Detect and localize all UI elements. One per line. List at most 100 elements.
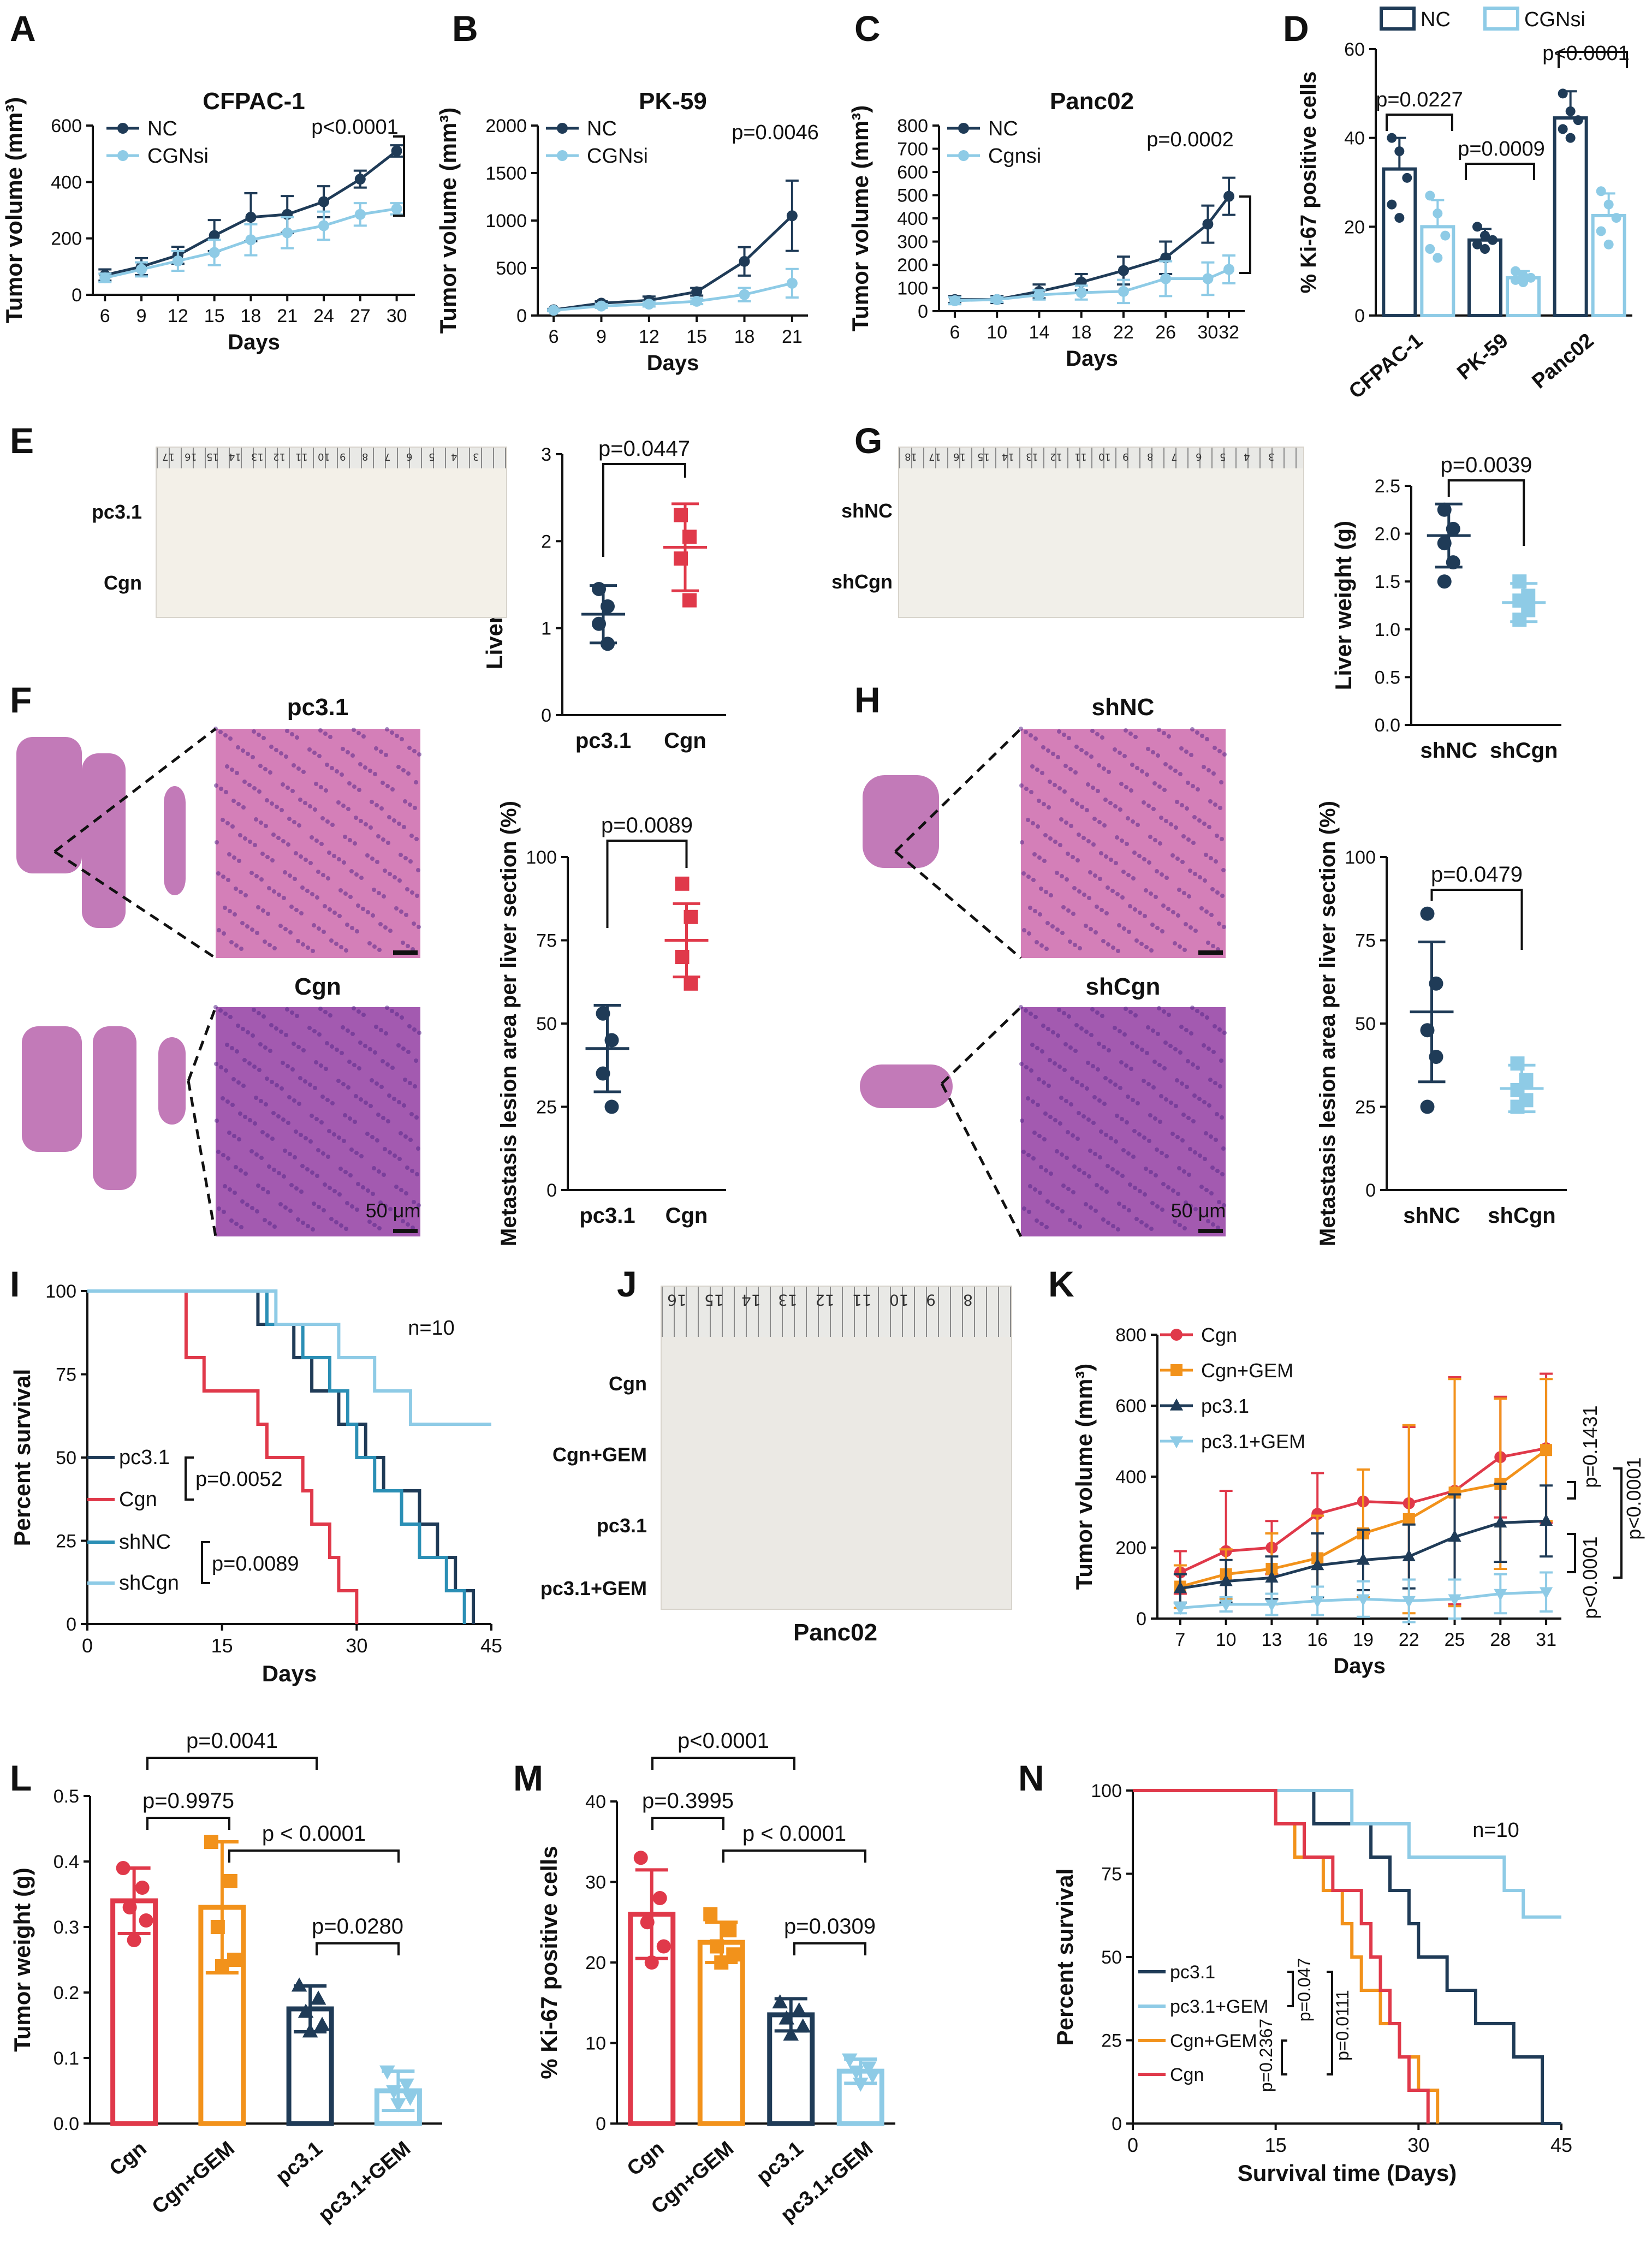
legend-label: Cgn+GEM	[1170, 2031, 1257, 2051]
nucleus	[1192, 815, 1197, 819]
nucleus	[237, 859, 241, 863]
nucleus	[248, 840, 252, 844]
nucleus	[361, 734, 366, 739]
p-value: p=0.2367	[1256, 2019, 1276, 2092]
x-tick-label: 6	[100, 306, 110, 326]
nucleus	[328, 735, 332, 739]
data-point	[354, 209, 366, 220]
nucleus	[1126, 1095, 1130, 1099]
panel-letter-L: L	[10, 1758, 32, 1798]
nucleus	[1099, 851, 1103, 855]
nucleus	[338, 1167, 343, 1171]
nucleus	[315, 895, 319, 900]
y-tick-label: 0	[1365, 1180, 1376, 1201]
ruler-number: 6	[406, 451, 413, 462]
data-point	[1311, 1508, 1324, 1520]
nucleus	[1178, 772, 1182, 776]
nucleus	[250, 1206, 254, 1210]
nucleus	[300, 885, 305, 890]
nucleus	[1091, 786, 1095, 790]
nucleus	[1093, 1152, 1097, 1156]
x-tick-label: 0	[82, 1634, 93, 1657]
data-point	[1429, 976, 1443, 991]
data-point	[1596, 186, 1606, 197]
nucleus	[377, 1169, 381, 1174]
nucleus	[249, 1149, 254, 1153]
y-tick-label: 0	[1112, 2114, 1122, 2134]
nucleus	[376, 1113, 381, 1117]
nucleus	[1213, 746, 1217, 750]
nucleus	[1148, 1113, 1152, 1117]
data-point	[1160, 273, 1172, 284]
panel-letter-B: B	[452, 8, 478, 49]
data-point	[172, 255, 183, 266]
nucleus	[327, 851, 331, 855]
nucleus	[1128, 1182, 1132, 1187]
nucleus	[1033, 909, 1037, 913]
y-axis-label: Tumor volume (mm³)	[1, 97, 27, 324]
data-point	[656, 1939, 671, 1954]
nucleus	[271, 1111, 276, 1115]
nucleus	[1058, 1121, 1062, 1126]
nucleus	[1029, 1012, 1033, 1016]
y-tick-label: 0	[596, 2114, 606, 2134]
nucleus	[238, 1111, 242, 1116]
data-point	[1472, 239, 1482, 249]
nucleus	[1026, 818, 1030, 822]
x-tick-label: Cgn	[105, 2137, 151, 2181]
nucleus	[405, 887, 409, 891]
nucleus	[401, 768, 406, 772]
nucleus	[1071, 855, 1075, 859]
nucleus	[252, 729, 256, 734]
nucleus	[1160, 1208, 1164, 1212]
data-point	[1118, 265, 1129, 276]
nucleus	[1091, 842, 1096, 847]
nucleus	[1039, 887, 1043, 891]
data-point	[1611, 213, 1621, 223]
nucleus	[259, 1099, 263, 1103]
zoom-guide	[54, 850, 217, 960]
x-tick-label: shNC	[1421, 739, 1477, 763]
p-value: p=0.0009	[1458, 138, 1545, 160]
x-tick-label: shCgn	[1488, 1204, 1555, 1228]
nucleus	[1120, 1117, 1124, 1121]
nucleus	[399, 1188, 403, 1192]
significance-bracket	[1287, 1971, 1294, 2007]
nucleus	[295, 1014, 299, 1018]
data-point	[1512, 612, 1527, 627]
nucleus	[1137, 1132, 1142, 1137]
nucleus	[359, 819, 363, 823]
data-point	[739, 255, 750, 267]
nucleus	[1107, 1048, 1111, 1052]
nucleus	[1159, 816, 1163, 820]
y-tick-label: 0.3	[54, 1917, 79, 1938]
survival-curve-Cgn	[1133, 1789, 1430, 2124]
nucleus	[352, 1063, 356, 1067]
survival-curve-Cgn	[87, 1289, 359, 1624]
nucleus	[275, 805, 279, 809]
tumor-photo-j: 16 15 14 13 12 11 10 9 8	[661, 1286, 1012, 1610]
nucleus	[342, 1139, 346, 1143]
panel-letter-G: G	[854, 420, 882, 461]
nucleus	[225, 1043, 229, 1047]
y-tick-label: 75	[56, 1365, 76, 1385]
nucleus	[1096, 789, 1100, 793]
ruler-number: 3	[473, 451, 479, 462]
nucleus	[1037, 1134, 1042, 1138]
nucleus	[1109, 1136, 1113, 1140]
nucleus	[1202, 1043, 1206, 1048]
data-point	[1558, 124, 1568, 134]
nucleus	[1050, 1203, 1055, 1207]
nucleus	[1174, 1104, 1178, 1108]
nucleus	[339, 945, 343, 949]
nucleus	[252, 1008, 256, 1012]
data-point	[604, 1099, 619, 1114]
significance-bracket	[316, 1942, 400, 1955]
nucleus	[1027, 931, 1031, 936]
nucleus	[1171, 1188, 1175, 1193]
nucleus	[280, 808, 284, 812]
nucleus	[1047, 1084, 1051, 1088]
y-tick-label: 100	[1345, 847, 1376, 868]
nucleus	[1095, 905, 1099, 909]
significance-bracket	[1613, 1467, 1623, 1579]
